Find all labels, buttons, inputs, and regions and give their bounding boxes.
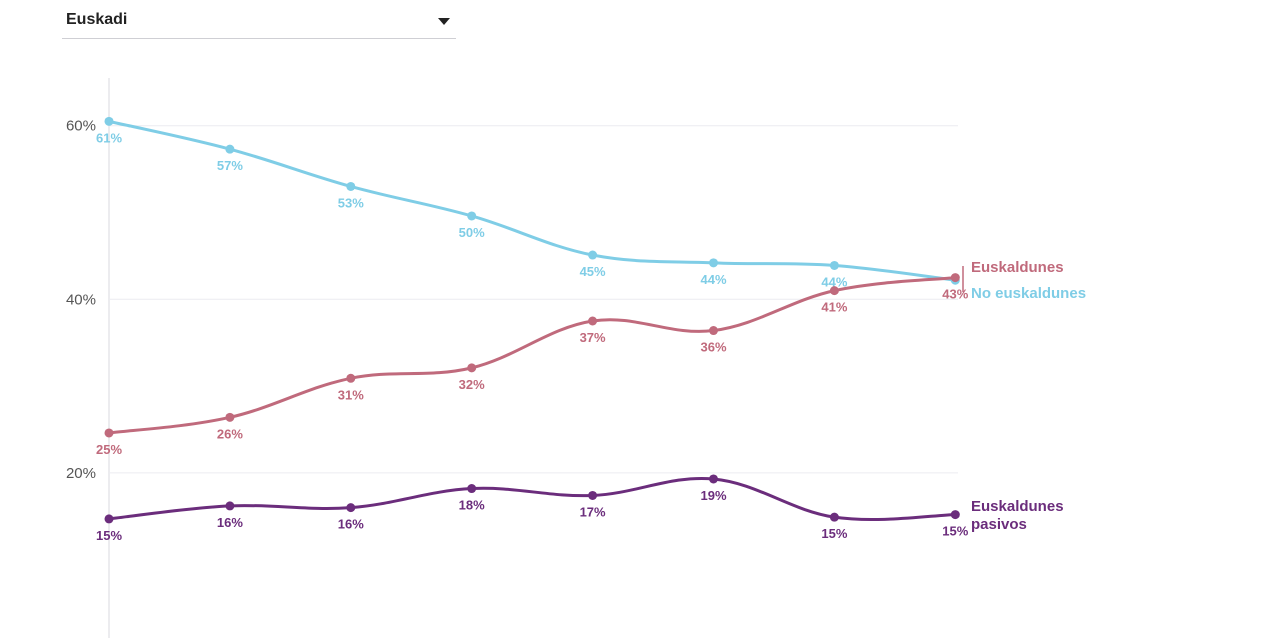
euskaldunes-pasivos-point xyxy=(709,474,718,484)
euskaldunes-pasivos-series-label: Euskaldunes pasivos xyxy=(971,498,1064,533)
euskaldunes-pasivos-point xyxy=(950,510,960,520)
y-tick-label: 20% xyxy=(66,465,96,482)
euskaldunes-data-label: 43% xyxy=(942,287,968,302)
euskaldunes-pasivos-point xyxy=(588,490,598,500)
euskaldunes-pasivos-data-label: 16% xyxy=(338,517,364,532)
euskaldunes-pasivos-data-label: 18% xyxy=(459,498,485,513)
euskaldunes-pasivos-data-label: 16% xyxy=(217,515,243,530)
euskaldunes-pasivos-data-label: 15% xyxy=(96,528,122,543)
euskaldunes-pasivos-label-line: Euskaldunes xyxy=(971,498,1064,515)
euskaldunes-pasivos-point xyxy=(225,501,235,511)
euskaldunes-pasivos-data-label: 15% xyxy=(942,524,968,539)
no-euskaldunes-point xyxy=(346,181,356,191)
no-euskaldunes-point xyxy=(588,250,598,260)
region-select-value: Euskadi xyxy=(66,11,128,28)
no-euskaldunes-data-label: 45% xyxy=(580,264,606,279)
euskaldunes-data-label: 36% xyxy=(700,340,726,355)
euskaldunes-line xyxy=(107,276,957,435)
euskaldunes-pasivos-point xyxy=(467,484,477,494)
euskaldunes-pasivos-line xyxy=(107,476,957,522)
chevron-down-icon xyxy=(438,18,450,25)
no-euskaldunes-data-label: 57% xyxy=(217,158,243,173)
euskaldunes-pasivos-label-line: pasivos xyxy=(971,516,1027,533)
euskaldunes-point xyxy=(950,273,960,283)
euskaldunes-data-label: 32% xyxy=(459,377,485,392)
no-euskaldunes-series-label: No euskaldunes xyxy=(971,285,1086,302)
no-euskaldunes-point xyxy=(225,144,235,154)
euskaldunes-data-label: 25% xyxy=(96,442,122,457)
no-euskaldunes-line xyxy=(107,119,957,282)
euskaldunes-series-label: Euskaldunes xyxy=(971,259,1064,276)
no-euskaldunes-data-label: 44% xyxy=(821,274,847,289)
no-euskaldunes-data-label: 53% xyxy=(338,195,364,210)
euskaldunes-pasivos-data-label: 15% xyxy=(821,526,847,541)
euskaldunes-pasivos-point xyxy=(829,512,839,522)
euskaldunes-point xyxy=(104,428,114,438)
euskaldunes-pasivos-data-label: 19% xyxy=(700,488,726,503)
euskaldunes-point xyxy=(346,373,356,383)
y-tick-label: 40% xyxy=(66,291,96,308)
euskaldunes-point xyxy=(225,412,235,422)
no-euskaldunes-point xyxy=(829,260,839,270)
no-euskaldunes-data-label: 61% xyxy=(96,130,122,145)
euskaldunes-pasivos-point xyxy=(104,514,114,524)
no-euskaldunes-data-label: 50% xyxy=(459,225,485,240)
euskaldunes-data-label: 31% xyxy=(338,387,364,402)
euskaldunes-data-label: 41% xyxy=(821,300,847,315)
euskaldunes-pasivos-point xyxy=(346,503,356,513)
euskaldunes-data-label: 26% xyxy=(217,426,243,441)
euskaldunes-point xyxy=(467,363,477,373)
y-tick-label: 60% xyxy=(66,118,96,135)
no-euskaldunes-data-label: 44% xyxy=(700,272,726,287)
no-euskaldunes-point xyxy=(467,211,477,221)
no-euskaldunes-point xyxy=(709,258,718,268)
region-select[interactable]: Euskadi xyxy=(62,6,456,39)
euskaldunes-data-label: 37% xyxy=(580,330,606,345)
euskaldunes-pasivos-data-label: 17% xyxy=(580,504,606,519)
no-euskaldunes-point xyxy=(104,116,114,126)
euskaldunes-point xyxy=(709,326,718,336)
euskaldunes-point xyxy=(829,286,839,296)
euskaldunes-point xyxy=(588,316,598,326)
